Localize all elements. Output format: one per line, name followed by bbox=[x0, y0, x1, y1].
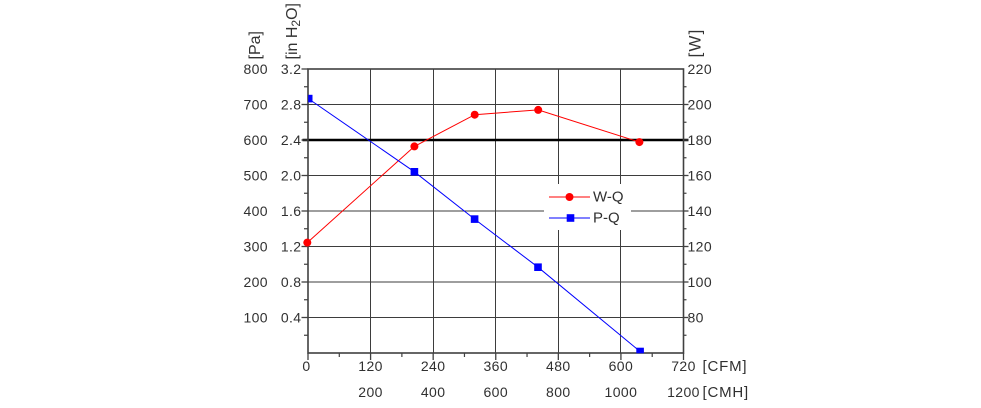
svg-text:600: 600 bbox=[243, 132, 268, 148]
svg-text:700: 700 bbox=[243, 97, 268, 113]
svg-text:600: 600 bbox=[609, 358, 634, 374]
svg-text:400: 400 bbox=[243, 203, 268, 219]
svg-text:[Pa]: [Pa] bbox=[247, 31, 264, 59]
svg-text:160: 160 bbox=[688, 168, 713, 184]
svg-text:300: 300 bbox=[243, 239, 268, 255]
svg-text:1.6: 1.6 bbox=[281, 203, 302, 219]
svg-text:480: 480 bbox=[546, 358, 571, 374]
svg-text:P-Q: P-Q bbox=[593, 210, 620, 227]
svg-text:140: 140 bbox=[688, 203, 713, 219]
svg-text:180: 180 bbox=[688, 132, 713, 148]
svg-text:200: 200 bbox=[243, 274, 268, 290]
svg-text:500: 500 bbox=[243, 168, 268, 184]
svg-text:[W]: [W] bbox=[686, 28, 705, 57]
svg-text:0.4: 0.4 bbox=[281, 310, 302, 326]
svg-text:400: 400 bbox=[421, 384, 446, 400]
svg-text:800: 800 bbox=[243, 61, 268, 77]
svg-text:1200: 1200 bbox=[667, 384, 700, 400]
svg-text:[CMH]: [CMH] bbox=[703, 384, 750, 401]
svg-text:200: 200 bbox=[688, 97, 713, 113]
svg-text:220: 220 bbox=[688, 61, 713, 77]
svg-text:0: 0 bbox=[302, 358, 310, 374]
svg-text:120: 120 bbox=[358, 358, 383, 374]
svg-text:1000: 1000 bbox=[605, 384, 638, 400]
svg-text:100: 100 bbox=[243, 310, 268, 326]
svg-text:720: 720 bbox=[671, 358, 696, 374]
svg-text:2.8: 2.8 bbox=[281, 97, 302, 113]
svg-text:2.4: 2.4 bbox=[281, 132, 302, 148]
svg-text:360: 360 bbox=[483, 358, 508, 374]
svg-text:80: 80 bbox=[688, 310, 704, 326]
svg-text:600: 600 bbox=[483, 384, 508, 400]
svg-text:0.8: 0.8 bbox=[281, 274, 302, 290]
svg-text:100: 100 bbox=[688, 274, 713, 290]
svg-text:[in H2O]: [in H2O] bbox=[284, 3, 303, 59]
svg-text:2.0: 2.0 bbox=[281, 168, 302, 184]
svg-text:1.2: 1.2 bbox=[281, 239, 302, 255]
svg-text:240: 240 bbox=[421, 358, 446, 374]
svg-text:120: 120 bbox=[688, 239, 713, 255]
svg-text:W-Q: W-Q bbox=[593, 189, 624, 206]
svg-text:3.2: 3.2 bbox=[281, 61, 302, 77]
svg-text:[CFM]: [CFM] bbox=[703, 358, 748, 375]
svg-text:800: 800 bbox=[546, 384, 571, 400]
svg-text:200: 200 bbox=[358, 384, 383, 400]
